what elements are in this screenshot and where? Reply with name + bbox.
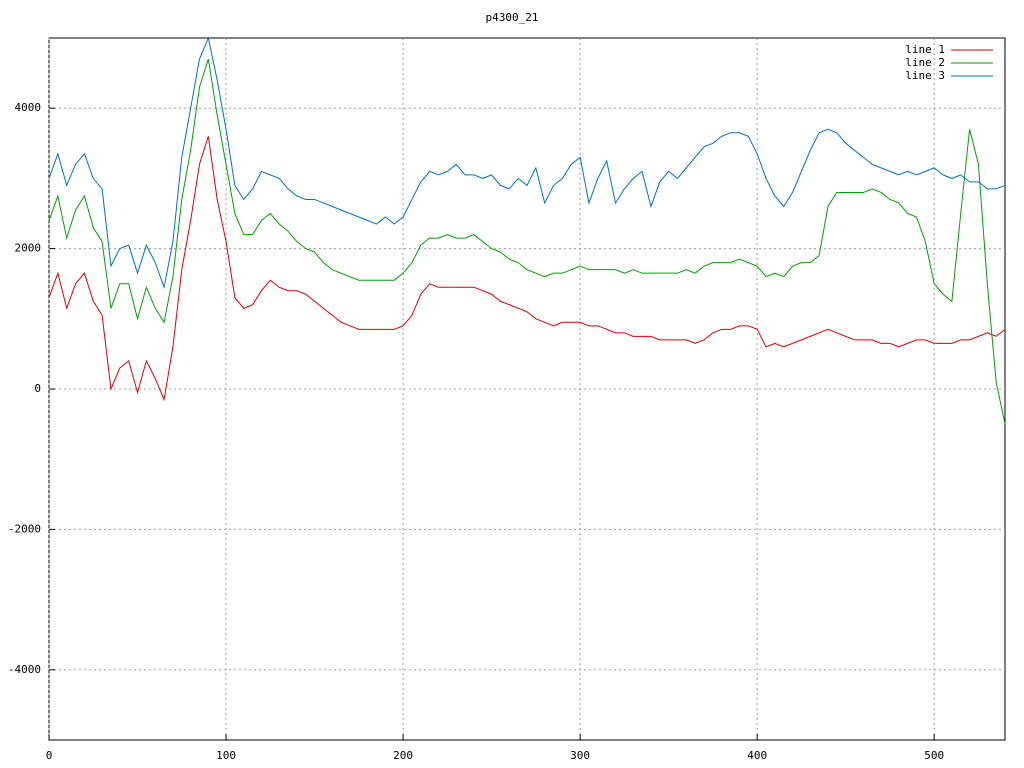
- x-tick-label: 400: [747, 749, 767, 762]
- legend-label: line 1: [905, 43, 945, 56]
- legend-label: line 2: [905, 56, 945, 69]
- chart-title: p4300_21: [486, 11, 539, 24]
- y-tick-label: 2000: [15, 242, 42, 255]
- data-line: [48, 58, 1006, 425]
- x-tick-label: 0: [46, 749, 53, 762]
- x-tick-label: 100: [216, 749, 236, 762]
- y-tick-label: -4000: [8, 663, 41, 676]
- legend-label: line 3: [905, 69, 945, 82]
- plot-frame: [48, 37, 1006, 741]
- y-tick-label: -2000: [8, 522, 41, 535]
- x-tick-label: 200: [393, 749, 413, 762]
- data-line: [48, 136, 1006, 402]
- x-tick-label: 300: [570, 749, 590, 762]
- y-tick-label: 4000: [15, 101, 42, 114]
- y-tick-label: 0: [34, 382, 41, 395]
- x-tick-label: 500: [924, 749, 944, 762]
- data-line: [48, 36, 1006, 290]
